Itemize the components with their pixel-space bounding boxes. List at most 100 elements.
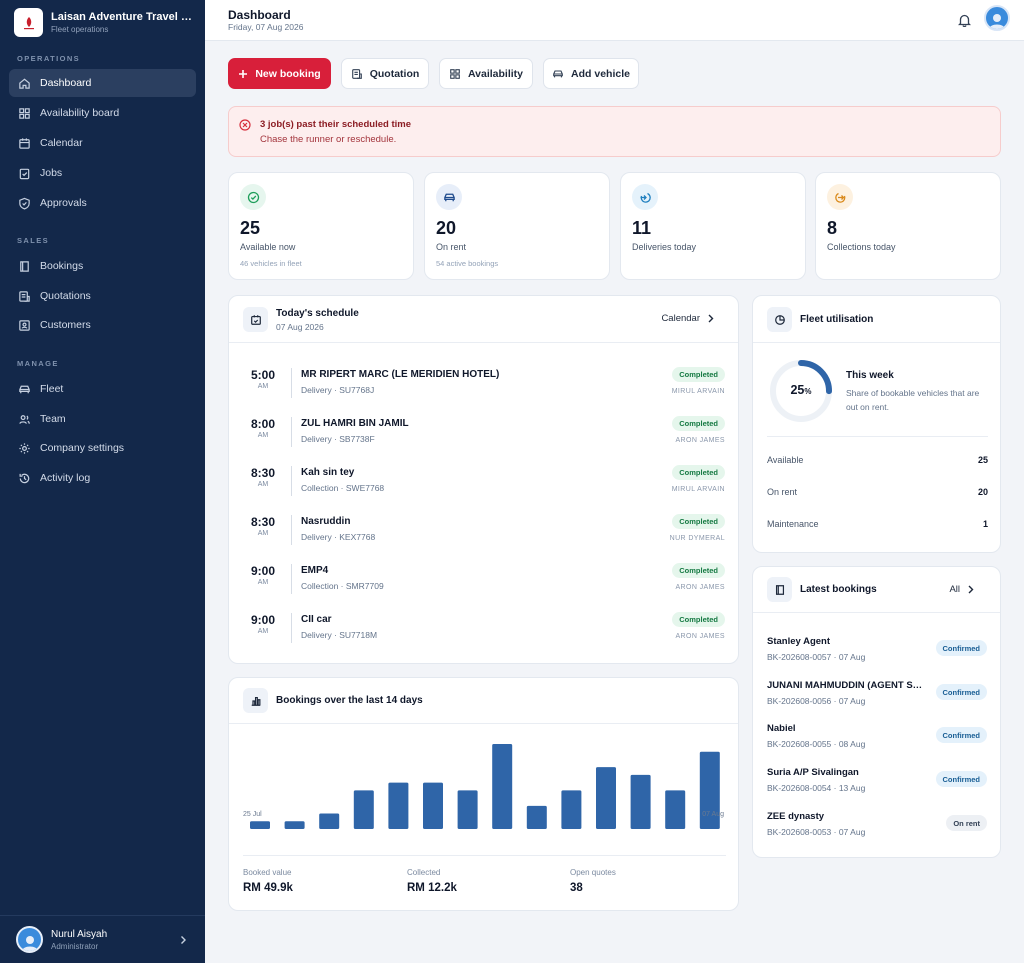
schedule-row[interactable]: 8:00 AM ZUL HAMRI BIN JAMIL Delivery · S… [229,416,739,466]
job-time: 9:00 [250,613,276,627]
bell-icon[interactable] [958,13,971,27]
schedule-row[interactable]: 5:00 AM MR RIPERT MARC (LE MERIDIEN HOTE… [229,367,739,417]
add-vehicle-button[interactable]: Add vehicle [543,58,639,89]
availability-button[interactable]: Availability [439,58,533,89]
booking-row[interactable]: ZEE dynasty BK-202608-0053 · 07 Aug On r… [753,811,1001,855]
chart-bar[interactable] [284,821,305,829]
brand[interactable]: Laisan Adventure Travel & Tours Fleet op… [14,8,196,37]
booking-reference: BK-202608-0057 · 07 Aug [767,652,866,662]
all-link-label: All [949,584,960,595]
row-value: 20 [977,487,988,497]
sidebar-item-label: Calendar [40,137,83,149]
sidebar-item-company-settings[interactable]: Company settings [9,434,196,462]
chevron-right-icon [181,936,186,944]
stat-card-available[interactable]: 25 Available now 46 vehicles in fleet [228,172,414,280]
schedule-row[interactable]: 9:00 AM EMP4 Collection · SMR7709 Comple… [229,563,739,613]
user-menu[interactable]: Nurul Aisyah Administrator [0,915,205,963]
chart-bar[interactable] [319,813,340,829]
bar-chart-icon [243,688,268,713]
job-ampm: AM [257,579,269,586]
sidebar-item-jobs[interactable]: Jobs [9,159,196,187]
job-runner: NUR DYMERAL [669,535,725,542]
status-badge: Completed [672,416,725,431]
utilisation-row-on-rent: On rent 20 [767,487,988,501]
sidebar-item-calendar[interactable]: Calendar [9,129,196,157]
stat-value: 38 [570,882,583,894]
booking-customer: Nabiel [767,723,796,734]
company-subtitle: Fleet operations [51,25,109,34]
job-runner: ARON JAMES [675,633,725,640]
stat-subtext: 54 active bookings [436,259,499,268]
chart-bar[interactable] [492,744,513,829]
calendar-link[interactable]: Calendar [661,313,714,324]
stat-label: Open quotes [570,868,616,877]
chart-bar[interactable] [561,790,582,829]
booking-row[interactable]: Stanley Agent BK-202608-0057 · 07 Aug Co… [753,636,1001,680]
booking-row[interactable]: Nabiel BK-202608-0055 · 08 Aug Confirmed [753,723,1001,767]
utilisation-arc [770,360,832,422]
stat-card-collections[interactable]: 8 Collections today [815,172,1001,280]
sidebar-item-label: Availability board [40,107,120,119]
booking-reference: BK-202608-0055 · 08 Aug [767,739,866,749]
chart-bar[interactable] [250,821,270,829]
stat-card-deliveries[interactable]: 11 Deliveries today [620,172,806,280]
sidebar-item-bookings[interactable]: Bookings [9,252,196,280]
topbar: Dashboard Friday, 07 Aug 2026 [205,0,1024,41]
sidebar-item-team[interactable]: Team [9,405,196,433]
profile-avatar[interactable] [984,5,1010,31]
job-time: 9:00 [250,564,276,578]
job-customer: MR RIPERT MARC (LE MERIDIEN HOTEL) [301,369,500,380]
calendar-link-label: Calendar [661,313,700,324]
job-detail: Collection · SWE7768 [301,483,385,493]
all-bookings-link[interactable]: All [949,584,974,595]
chart-bar[interactable] [353,790,374,829]
schedule-row[interactable]: 8:30 AM Kah sin tey Collection · SWE7768… [229,465,739,515]
job-time: 8:00 [250,417,276,431]
sidebar-item-quotations[interactable]: Quotations [9,282,196,310]
stat-label: Booked value [243,868,292,877]
chart-bar[interactable] [388,782,409,829]
sidebar-item-customers[interactable]: Customers [9,311,196,339]
sidebar-item-activity-log[interactable]: Activity log [9,464,196,492]
chart-header: Bookings over the last 14 days [229,678,738,724]
customer-card-icon [19,319,30,331]
stat-value: 11 [632,218,652,238]
chart-bar[interactable] [699,751,720,829]
chart-bar[interactable] [526,805,547,829]
book-icon [20,260,29,272]
booking-customer: Stanley Agent [767,636,830,647]
divider [291,515,292,545]
clipboard-check-icon [19,168,30,179]
row-value: 25 [977,455,988,465]
chart-bar[interactable] [596,767,616,829]
chart-bar[interactable] [457,790,478,829]
sidebar-item-label: Team [40,413,66,425]
bookings-bar-chart [250,744,720,829]
chart-bar[interactable] [423,782,443,829]
grid-icon [19,107,30,119]
sidebar-item-fleet[interactable]: Fleet [9,375,196,403]
sidebar-item-dashboard[interactable]: Dashboard [9,69,196,97]
schedule-row[interactable]: 9:00 AM CII car Delivery · SU7718M Compl… [229,612,739,662]
new-booking-label: New booking [255,67,321,80]
new-booking-button[interactable]: New booking [228,58,331,89]
car-icon [436,184,462,210]
chart-bar[interactable] [665,790,686,829]
sidebar-item-availability-board[interactable]: Availability board [9,99,196,127]
stat-value: RM 12.2k [407,882,457,894]
status-badge: Completed [672,514,725,529]
booking-row[interactable]: JUNANI MAHMUDDIN (AGENT SHAFIQ) BK-20260… [753,680,1001,724]
company-name: Laisan Adventure Travel & Tours [51,11,196,23]
job-detail: Delivery · SU7768J [301,385,375,395]
booking-reference: BK-202608-0054 · 13 Aug [767,783,866,793]
schedule-row[interactable]: 8:30 AM Nasruddin Delivery · KEX7768 Com… [229,514,739,564]
stat-card-on-rent[interactable]: 20 On rent 54 active bookings [424,172,610,280]
row-label: Available [767,455,804,465]
alert-message: Chase the runner or reschedule. [260,134,397,145]
sidebar-item-approvals[interactable]: Approvals [9,189,196,217]
booking-row[interactable]: Suria A/P Sivalingan BK-202608-0054 · 13… [753,767,1001,811]
open-quotes-stat: Open quotes 38 [570,868,720,894]
quotation-button[interactable]: Quotation [341,58,429,89]
alert-title: 3 job(s) past their scheduled time [260,119,411,130]
chart-bar[interactable] [630,774,651,829]
